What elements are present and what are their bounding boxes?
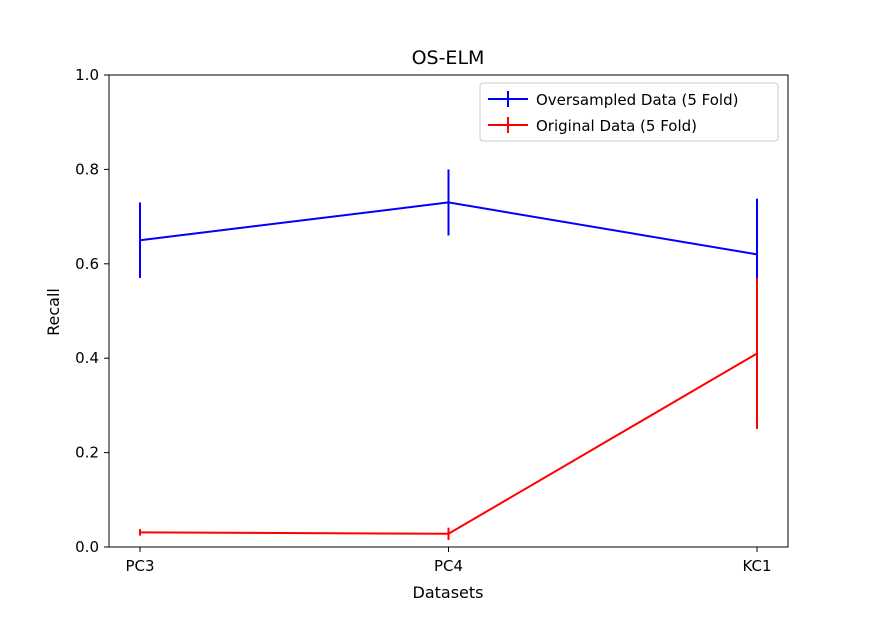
legend: Oversampled Data (5 Fold) Original Data (… xyxy=(480,83,778,141)
y-tick-label-0.2: 0.2 xyxy=(75,444,99,462)
x-tick-label-kc1: KC1 xyxy=(742,557,771,575)
y-axis-label: Recall xyxy=(44,288,63,336)
legend-label-1: Oversampled Data (5 Fold) xyxy=(536,91,738,109)
chart-title: OS-ELM xyxy=(412,47,485,69)
y-tick-label-0.4: 0.4 xyxy=(75,349,99,367)
x-tick-label-pc4: PC4 xyxy=(434,557,463,575)
legend-label-2: Original Data (5 Fold) xyxy=(536,117,697,135)
y-tick-label-0.0: 0.0 xyxy=(75,538,99,556)
y-tick-label-1.0: 1.0 xyxy=(75,66,99,84)
x-tick-label-pc3: PC3 xyxy=(125,557,154,575)
y-tick-label-0.8: 0.8 xyxy=(75,160,99,178)
x-axis-label: Datasets xyxy=(413,583,484,602)
y-tick-label-0.6: 0.6 xyxy=(75,255,99,273)
